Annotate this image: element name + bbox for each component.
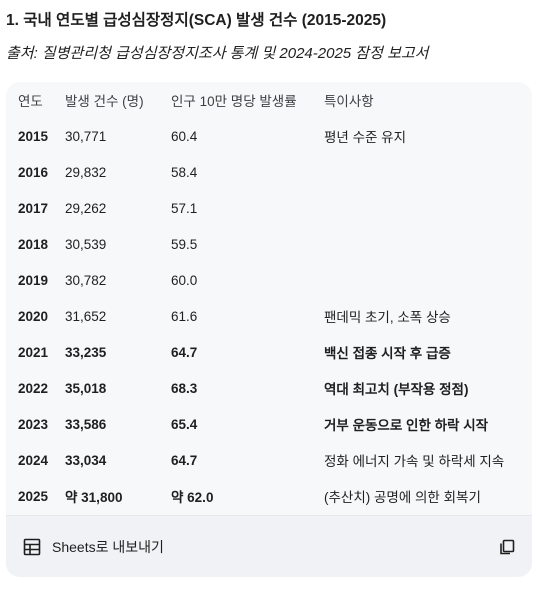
table-row: 2018 30,539 59.5 — [6, 226, 532, 262]
cell-rate: 68.3 — [171, 380, 198, 396]
cell-year: 2017 — [18, 200, 49, 216]
table-row: 2020 31,652 61.6 팬데믹 초기, 소폭 상승 — [6, 298, 532, 334]
cell-rate: 58.4 — [171, 164, 198, 180]
table-row: 2017 29,262 57.1 — [6, 190, 532, 226]
cell-rate: 64.7 — [171, 452, 198, 468]
table-header-row: 연도 발생 건수 (명) 인구 10만 명당 발생률 특이사항 — [6, 82, 532, 118]
cell-year: 2023 — [18, 416, 49, 432]
cell-year: 2022 — [18, 380, 49, 396]
column-header-year: 연도 — [18, 93, 43, 109]
cell-rate: 65.4 — [171, 416, 198, 432]
cell-year: 2020 — [18, 308, 49, 324]
cell-count: 30,539 — [65, 236, 107, 252]
cell-year: 2018 — [18, 236, 49, 252]
cell-note: 역대 최고치 (부작용 정점) — [324, 382, 469, 397]
cell-rate: 약 62.0 — [171, 490, 214, 506]
incidence-table: 연도 발생 건수 (명) 인구 10만 명당 발생률 특이사항 2015 30,… — [6, 82, 532, 514]
cell-year: 2015 — [18, 128, 49, 144]
cell-year: 2021 — [18, 344, 49, 360]
cell-count: 29,262 — [65, 200, 107, 216]
table-footer: Sheets로 내보내기 — [6, 515, 532, 577]
cell-count: 31,652 — [65, 308, 107, 324]
cell-count: 33,235 — [65, 344, 107, 360]
cell-count: 35,018 — [65, 380, 107, 396]
cell-count: 33,586 — [65, 416, 107, 432]
table-title: 1. 국내 연도별 급성심장정지(SCA) 발생 건수 (2015-2025) — [6, 12, 387, 29]
cell-year: 2019 — [18, 272, 49, 288]
cell-year: 2024 — [18, 452, 49, 468]
cell-rate: 60.4 — [171, 128, 198, 144]
cell-note — [324, 154, 532, 190]
table-row: 2023 33,586 65.4 거부 운동으로 인한 하락 시작 — [6, 406, 532, 442]
cell-note: 정화 에너지 가속 및 하락세 지속 — [324, 454, 505, 469]
table-source-note: 출처: 질병관리청 급성심장정지조사 통계 및 2024-2025 잠정 보고서 — [6, 45, 429, 62]
column-header-notes: 특이사항 — [324, 93, 374, 109]
table-row: 2016 29,832 58.4 — [6, 154, 532, 190]
table-row: 2021 33,235 64.7 백신 접종 시작 후 급증 — [6, 334, 532, 370]
table-row: 2024 33,034 64.7 정화 에너지 가속 및 하락세 지속 — [6, 442, 532, 478]
export-label: Sheets로 내보내기 — [52, 539, 164, 555]
cell-note: 팬데믹 초기, 소폭 상승 — [324, 310, 451, 325]
cell-rate: 61.6 — [171, 308, 198, 324]
cell-count: 33,034 — [65, 452, 107, 468]
table-row: 2025 약 31,800 약 62.0 (추산치) 공명에 의한 회복기 — [6, 478, 532, 514]
table-row: 2019 30,782 60.0 — [6, 262, 532, 298]
cell-note — [324, 226, 532, 262]
column-header-rate: 인구 10만 명당 발생률 — [171, 93, 297, 109]
cell-note: (추산치) 공명에 의한 회복기 — [324, 490, 481, 506]
cell-note — [324, 190, 532, 226]
cell-count: 29,832 — [65, 164, 107, 180]
cell-note: 백신 접종 시작 후 급증 — [324, 346, 451, 361]
table-grid-icon — [23, 538, 41, 556]
cell-note: 평년 수준 유지 — [324, 130, 407, 145]
table-row: 2022 35,018 68.3 역대 최고치 (부작용 정점) — [6, 370, 532, 406]
copy-table-button[interactable] — [496, 536, 518, 558]
cell-note — [324, 262, 532, 298]
cell-rate: 64.7 — [171, 344, 198, 360]
cell-count: 약 31,800 — [65, 490, 123, 506]
column-header-count: 발생 건수 (명) — [65, 93, 144, 109]
cell-year: 2016 — [18, 164, 49, 180]
cell-year: 2025 — [18, 488, 49, 504]
table-row: 2015 30,771 60.4 평년 수준 유지 — [6, 118, 532, 154]
cell-count: 30,771 — [65, 128, 107, 144]
cell-count: 30,782 — [65, 272, 107, 288]
cell-rate: 57.1 — [171, 200, 198, 216]
copy-icon — [500, 539, 515, 555]
data-table-card: 연도 발생 건수 (명) 인구 10만 명당 발생률 특이사항 2015 30,… — [6, 82, 532, 577]
cell-note: 거부 운동으로 인한 하락 시작 — [324, 418, 489, 433]
cell-rate: 60.0 — [171, 272, 198, 288]
cell-rate: 59.5 — [171, 236, 198, 252]
export-to-sheets-button[interactable]: Sheets로 내보내기 — [22, 534, 164, 560]
